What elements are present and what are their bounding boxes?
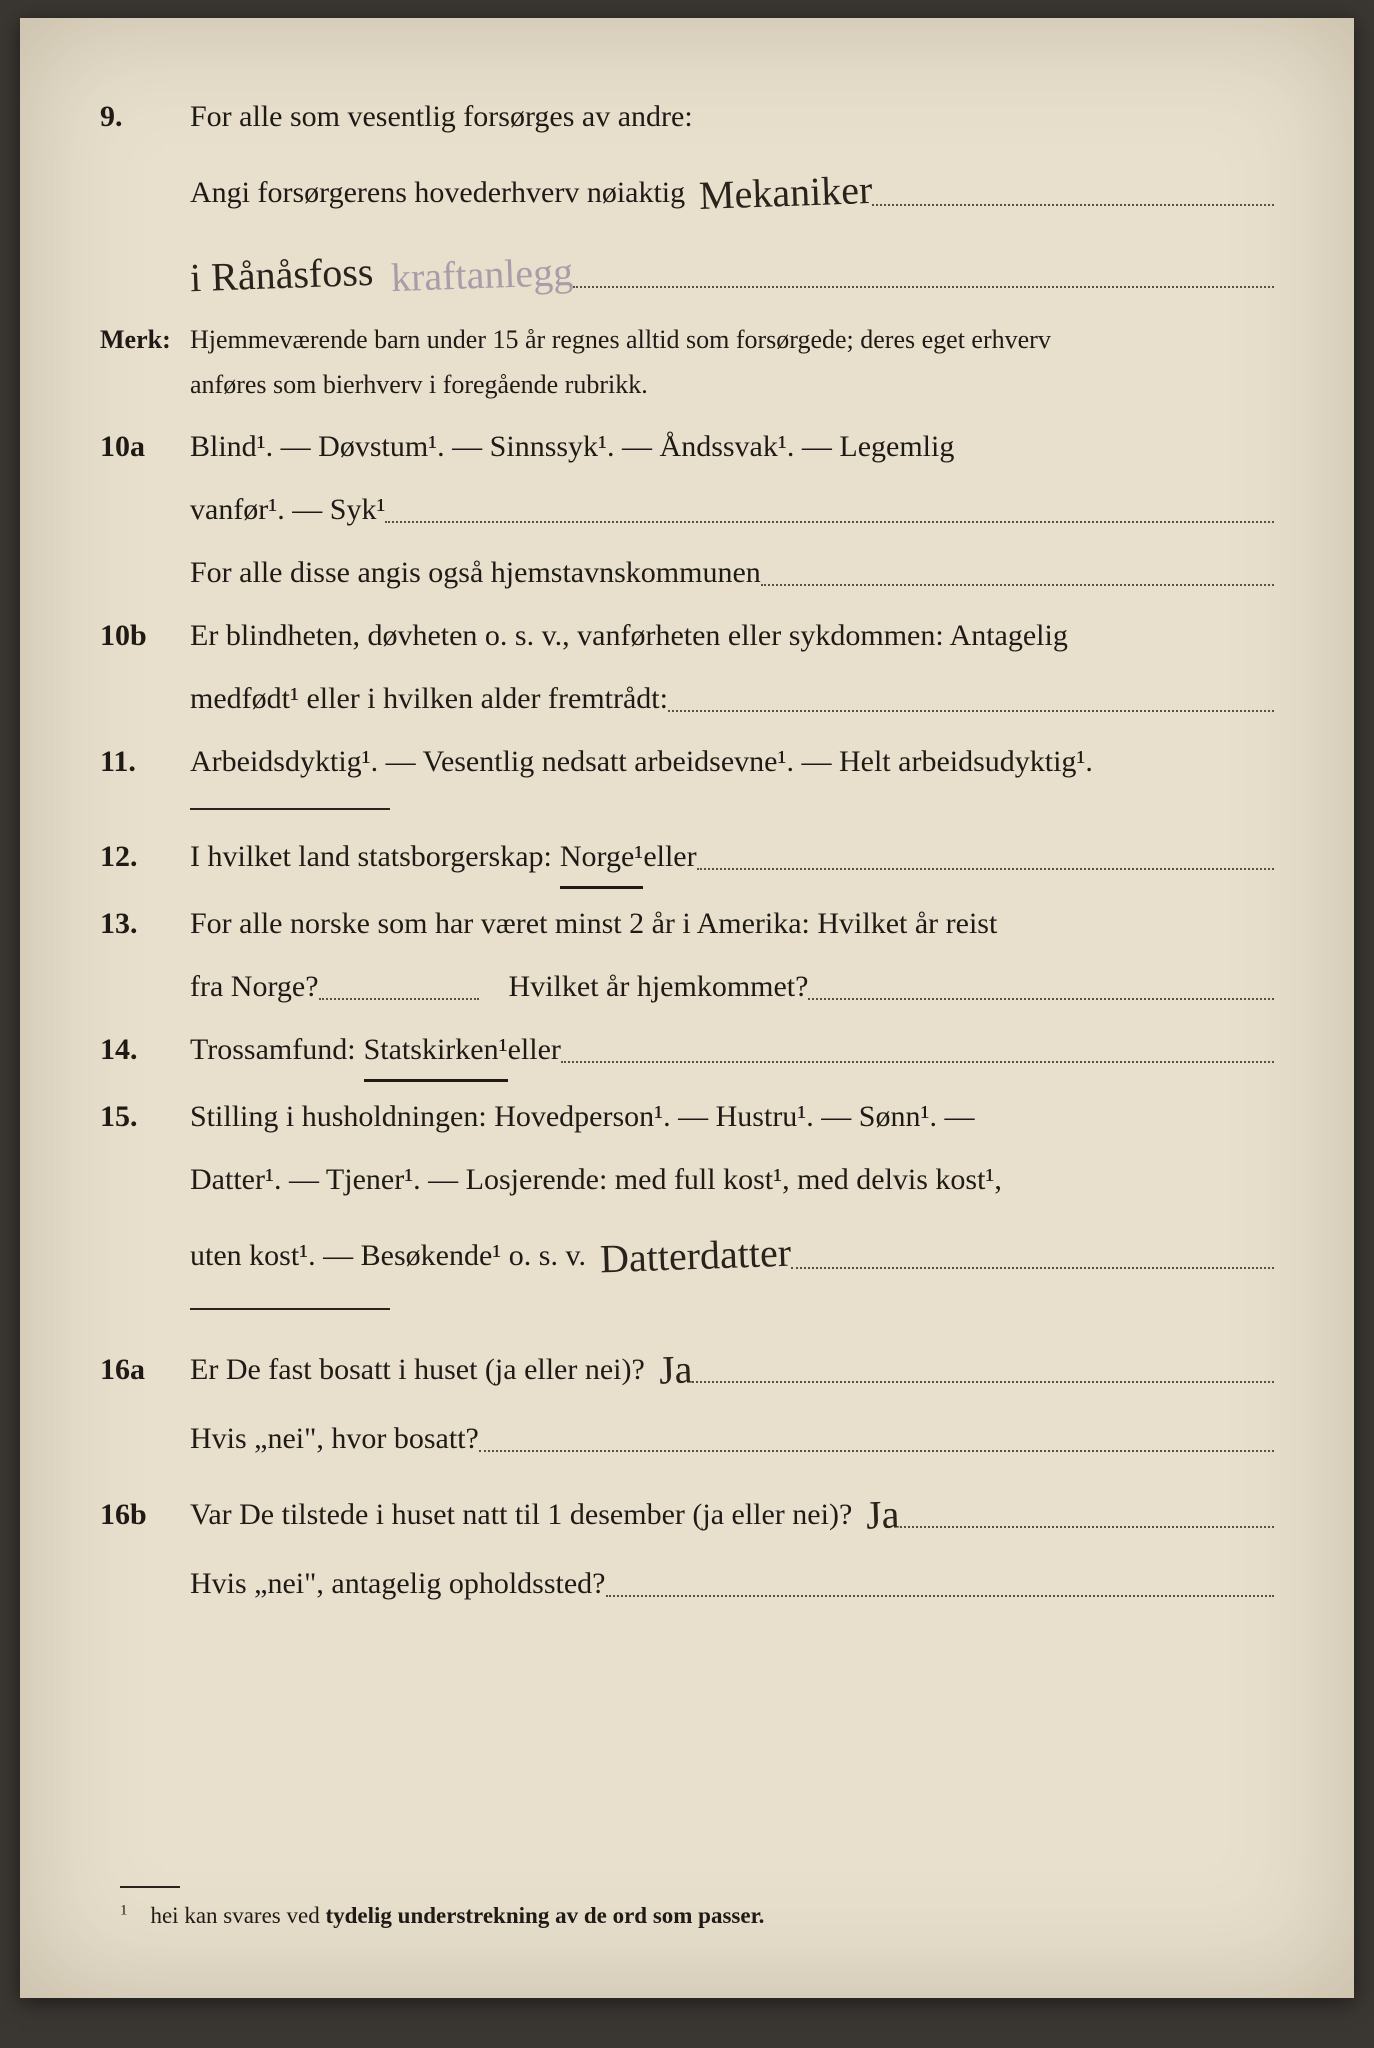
section-divider xyxy=(190,1308,390,1310)
dotted-line xyxy=(900,1496,1274,1528)
q9-handwriting-2b: kraftanlegg xyxy=(390,234,575,316)
q10b-row2: medfødt¹ eller i hvilken alder fremtrådt… xyxy=(100,670,1274,727)
q10a-row2: vanfør¹. — Syk¹ xyxy=(100,481,1274,538)
q13-number: 13. xyxy=(100,895,190,952)
q16b-row1: 16b Var De tilstede i huset natt til 1 d… xyxy=(100,1473,1274,1549)
q15-row1: 15. Stilling i husholdningen: Hovedperso… xyxy=(100,1088,1274,1145)
dotted-line xyxy=(606,1565,1275,1597)
q12-pre: I hvilket land statsborgerskap: xyxy=(190,828,552,885)
q9-handwriting-1: Mekaniker xyxy=(698,152,874,234)
q13-line2a: fra Norge? xyxy=(190,958,319,1015)
q10a-line1: Blind¹. — Døvstum¹. — Sinnssyk¹. — Åndss… xyxy=(190,418,1274,475)
q16a-pre: Er De fast bosatt i huset (ja eller nei)… xyxy=(190,1341,645,1398)
q16a-number: 16a xyxy=(100,1341,190,1398)
merk-label: Merk: xyxy=(100,315,190,364)
dotted-line xyxy=(573,256,1274,288)
q12-post: eller xyxy=(643,828,696,885)
dotted-line xyxy=(697,838,1274,870)
merk-row2: anføres som bierhverv i foregående rubri… xyxy=(100,360,1274,409)
q11-row: 11. Arbeidsdyktig¹. — Vesentlig nedsatt … xyxy=(100,733,1274,790)
q10a-row1: 10a Blind¹. — Døvstum¹. — Sinnssyk¹. — Å… xyxy=(100,418,1274,475)
section-divider xyxy=(190,808,390,810)
census-form-page: 9. For alle som vesentlig forsørges av a… xyxy=(20,18,1354,1998)
q12-number: 12. xyxy=(100,828,190,885)
q14-statskirken-underlined: Statskirken¹ xyxy=(364,1021,508,1082)
q10a-line2: vanfør¹. — Syk¹ xyxy=(190,481,385,538)
q15-line3: uten kost¹. — Besøkende¹ o. s. v. xyxy=(190,1227,586,1284)
dotted-line xyxy=(319,968,479,1000)
dotted-line xyxy=(385,491,1274,523)
q12-norge-underlined: Norge¹ xyxy=(560,828,643,889)
q14-row: 14. Trossamfund: Statskirken¹ eller xyxy=(100,1021,1274,1082)
dotted-line xyxy=(668,680,1274,712)
q9-number: 9. xyxy=(100,88,190,145)
q15-row2: Datter¹. — Tjener¹. — Losjerende: med fu… xyxy=(100,1151,1274,1208)
footnote-sup: 1 xyxy=(120,1903,127,1919)
dotted-line xyxy=(791,1237,1274,1269)
dotted-line xyxy=(692,1351,1274,1383)
q9-title-row: 9. For alle som vesentlig forsørges av a… xyxy=(100,88,1274,145)
dotted-line xyxy=(561,1031,1274,1063)
q14-number: 14. xyxy=(100,1021,190,1078)
footnote-rule xyxy=(120,1886,180,1888)
q9-handwriting-2a: i Rånåsfoss xyxy=(189,234,375,316)
q16b-row2: Hvis „nei", antagelig opholdssted? xyxy=(100,1555,1274,1612)
merk-row1: Merk: Hjemmeværende barn under 15 år reg… xyxy=(100,315,1274,364)
q10a-line3: For alle disse angis også hjemstavnskomm… xyxy=(190,544,761,601)
q16b-line2: Hvis „nei", antagelig opholdssted? xyxy=(190,1555,606,1612)
q15-row3: uten kost¹. — Besøkende¹ o. s. v. Datter… xyxy=(100,1214,1274,1290)
q14-post: eller xyxy=(508,1021,561,1078)
q15-line2: Datter¹. — Tjener¹. — Losjerende: med fu… xyxy=(190,1151,1274,1208)
q16a-handwriting: Ja xyxy=(658,1331,694,1408)
dotted-line xyxy=(761,554,1274,586)
q13-line1: For alle norske som har været minst 2 år… xyxy=(190,895,1274,952)
q9-prompt: Angi forsørgerens hovederhverv nøiaktig xyxy=(190,164,685,221)
q13-row1: 13. For alle norske som har været minst … xyxy=(100,895,1274,952)
q15-line1: Stilling i husholdningen: Hovedperson¹. … xyxy=(190,1088,1274,1145)
q16b-handwriting: Ja xyxy=(865,1476,901,1553)
footnote-pre: hei kan svares ved xyxy=(150,1903,325,1928)
q16a-line2: Hvis „nei", hvor bosatt? xyxy=(190,1410,479,1467)
q10b-line1: Er blindheten, døvheten o. s. v., vanfør… xyxy=(190,607,1274,664)
merk-text1: Hjemmeværende barn under 15 år regnes al… xyxy=(190,315,1274,364)
q10a-row3: For alle disse angis også hjemstavnskomm… xyxy=(100,544,1274,601)
q11-number: 11. xyxy=(100,733,190,790)
q10b-line2: medfødt¹ eller i hvilken alder fremtrådt… xyxy=(190,670,668,727)
q16b-pre: Var De tilstede i huset natt til 1 desem… xyxy=(190,1486,852,1543)
q15-handwriting: Datterdatter xyxy=(599,1214,793,1297)
q16a-row2: Hvis „nei", hvor bosatt? xyxy=(100,1410,1274,1467)
dotted-line xyxy=(872,174,1274,206)
footnote-bold: tydelig understrekning av de ord som pas… xyxy=(325,1903,764,1928)
dotted-line xyxy=(479,1420,1274,1452)
q13-line2b: Hvilket år hjemkommet? xyxy=(509,958,809,1015)
footnote-block: 1 hei kan svares ved tydelig understrekn… xyxy=(120,1886,1264,1938)
merk-text2: anføres som bierhverv i foregående rubri… xyxy=(190,360,1274,409)
dotted-line xyxy=(808,968,1274,1000)
q12-row: 12. I hvilket land statsborgerskap: Norg… xyxy=(100,828,1274,889)
q15-number: 15. xyxy=(100,1088,190,1145)
q16b-number: 16b xyxy=(100,1486,190,1543)
q16a-row1: 16a Er De fast bosatt i huset (ja eller … xyxy=(100,1328,1274,1404)
q10b-row1: 10b Er blindheten, døvheten o. s. v., va… xyxy=(100,607,1274,664)
q9-title: For alle som vesentlig forsørges av andr… xyxy=(190,88,1274,145)
q11-text: Arbeidsdyktig¹. — Vesentlig nedsatt arbe… xyxy=(190,733,1274,790)
q10a-number: 10a xyxy=(100,418,190,475)
q14-pre: Trossamfund: xyxy=(190,1021,356,1078)
q9-prompt-row: Angi forsørgerens hovederhverv nøiaktig … xyxy=(100,151,1274,227)
q10b-number: 10b xyxy=(100,607,190,664)
q13-row2: fra Norge? Hvilket år hjemkommet? xyxy=(100,958,1274,1015)
q9-hand2-row: i Rånåsfoss kraftanlegg xyxy=(100,233,1274,309)
